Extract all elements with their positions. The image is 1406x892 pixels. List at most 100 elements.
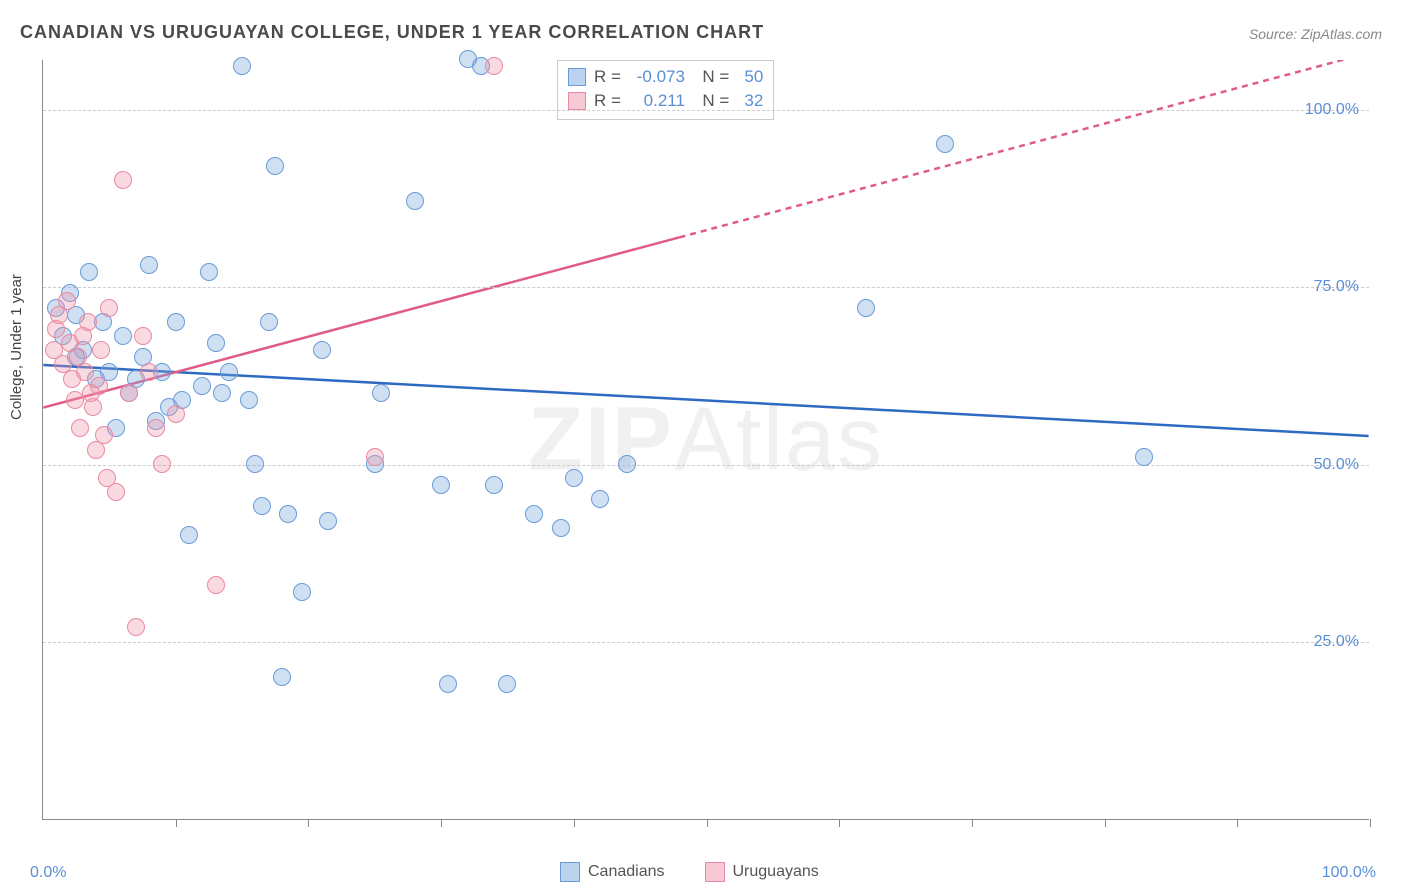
source-label: Source: xyxy=(1249,26,1297,42)
x-tick xyxy=(441,819,442,827)
legend-r-label: R = xyxy=(594,65,621,89)
legend-n-label: N = xyxy=(693,65,729,89)
data-point xyxy=(936,135,954,153)
x-tick xyxy=(1105,819,1106,827)
data-point xyxy=(220,363,238,381)
data-point xyxy=(58,292,76,310)
data-point xyxy=(565,469,583,487)
data-point xyxy=(200,263,218,281)
series-legend-label: Canadians xyxy=(588,863,665,880)
data-point xyxy=(240,391,258,409)
data-point xyxy=(84,398,102,416)
data-point xyxy=(79,313,97,331)
data-point xyxy=(140,256,158,274)
data-point xyxy=(92,341,110,359)
data-point xyxy=(313,341,331,359)
data-point xyxy=(134,327,152,345)
data-point xyxy=(167,405,185,423)
data-point xyxy=(266,157,284,175)
data-point xyxy=(180,526,198,544)
data-point xyxy=(71,419,89,437)
data-point xyxy=(90,377,108,395)
x-axis-max-label: 100.0% xyxy=(1322,864,1376,882)
data-point xyxy=(432,476,450,494)
data-point xyxy=(114,171,132,189)
data-point xyxy=(167,313,185,331)
data-point xyxy=(273,668,291,686)
x-tick xyxy=(1370,819,1371,827)
data-point xyxy=(525,505,543,523)
series-legend: Canadians Uruguayans xyxy=(560,862,819,882)
data-point xyxy=(857,299,875,317)
data-point xyxy=(485,57,503,75)
y-axis-label: College, Under 1 year xyxy=(8,274,25,420)
data-point xyxy=(260,313,278,331)
data-point xyxy=(95,426,113,444)
data-point xyxy=(485,476,503,494)
data-point xyxy=(591,490,609,508)
x-tick xyxy=(176,819,177,827)
data-point xyxy=(319,512,337,530)
data-point xyxy=(293,583,311,601)
data-point xyxy=(120,384,138,402)
legend-swatch xyxy=(568,68,586,86)
legend-n-value: 50 xyxy=(737,65,763,89)
x-tick xyxy=(308,819,309,827)
gridline xyxy=(43,287,1369,288)
data-point xyxy=(127,618,145,636)
data-point xyxy=(1135,448,1153,466)
data-point xyxy=(80,263,98,281)
legend-r-value: -0.073 xyxy=(629,65,685,89)
x-tick xyxy=(839,819,840,827)
data-point xyxy=(147,419,165,437)
data-point xyxy=(552,519,570,537)
data-point xyxy=(140,363,158,381)
x-tick xyxy=(1237,819,1238,827)
x-axis-min-label: 0.0% xyxy=(30,864,66,882)
legend-swatch xyxy=(560,862,580,882)
series-legend-item: Uruguayans xyxy=(705,862,819,882)
gridline xyxy=(43,465,1369,466)
y-tick-label: 75.0% xyxy=(1314,278,1359,296)
data-point xyxy=(100,299,118,317)
data-point xyxy=(406,192,424,210)
data-point xyxy=(153,455,171,473)
data-point xyxy=(498,675,516,693)
data-point xyxy=(213,384,231,402)
data-point xyxy=(207,576,225,594)
source-value: ZipAtlas.com xyxy=(1301,26,1382,42)
data-point xyxy=(114,327,132,345)
y-tick-label: 25.0% xyxy=(1314,633,1359,651)
data-point xyxy=(279,505,297,523)
data-point xyxy=(372,384,390,402)
gridline xyxy=(43,642,1369,643)
scatter-chart: ZIPAtlas R =-0.073 N =50R =0.211 N =32 2… xyxy=(42,60,1369,820)
series-legend-item: Canadians xyxy=(560,862,665,882)
legend-swatch xyxy=(705,862,725,882)
data-point xyxy=(233,57,251,75)
data-point xyxy=(107,483,125,501)
watermark-bold: ZIP xyxy=(528,389,674,489)
y-tick-label: 50.0% xyxy=(1314,456,1359,474)
data-point xyxy=(439,675,457,693)
x-tick xyxy=(707,819,708,827)
data-point xyxy=(618,455,636,473)
x-tick xyxy=(972,819,973,827)
data-point xyxy=(76,363,94,381)
legend-swatch xyxy=(568,92,586,110)
data-point xyxy=(207,334,225,352)
gridline xyxy=(43,110,1369,111)
x-tick xyxy=(574,819,575,827)
y-tick-label: 100.0% xyxy=(1305,101,1359,119)
data-point xyxy=(253,497,271,515)
series-legend-label: Uruguayans xyxy=(733,863,819,880)
source-attribution: Source: ZipAtlas.com xyxy=(1249,26,1382,42)
chart-title: CANADIAN VS URUGUAYAN COLLEGE, UNDER 1 Y… xyxy=(20,22,764,43)
data-point xyxy=(193,377,211,395)
legend-row: R = -0.073 N = 50 xyxy=(568,65,763,89)
watermark-light: Atlas xyxy=(674,389,884,489)
data-point xyxy=(366,448,384,466)
data-point xyxy=(246,455,264,473)
trend-lines xyxy=(43,60,1369,819)
correlation-legend: R =-0.073 N =50R =0.211 N =32 xyxy=(557,60,774,120)
